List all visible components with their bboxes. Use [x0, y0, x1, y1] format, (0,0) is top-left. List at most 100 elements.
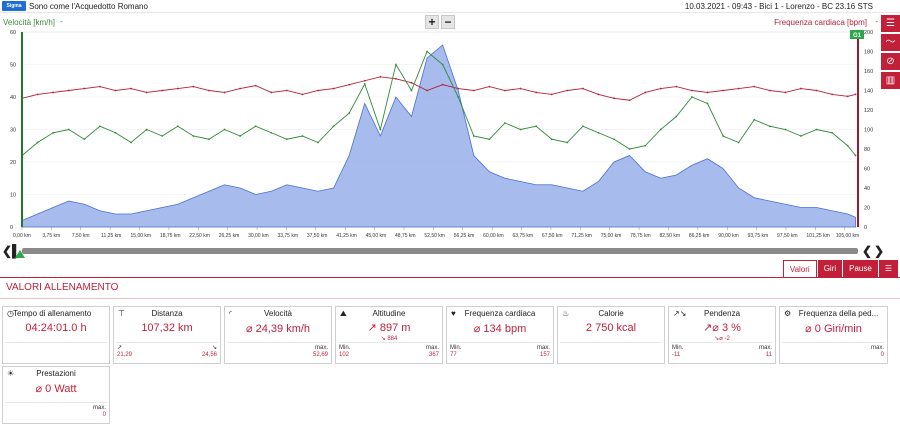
speed-point	[317, 141, 319, 144]
heart-rate-point	[784, 91, 787, 94]
heart-rate-point	[566, 89, 569, 92]
card-prestazioni: ☀ Prestazioni ⌀ 0 Watt max. 0	[2, 366, 110, 424]
card-max: max. 0	[93, 405, 106, 419]
heart-rate-point	[815, 89, 818, 92]
tab-valori[interactable]: Valori	[782, 260, 817, 277]
x-tick-label: 0,00 km	[13, 233, 31, 239]
y2-tick-label: 140	[864, 89, 873, 95]
heart-rate-point	[395, 77, 397, 80]
card-separator	[5, 402, 107, 403]
speed-point	[161, 135, 164, 137]
y-tick-label: 0	[10, 225, 13, 231]
left-axis-dropdown-icon[interactable]: -	[60, 17, 63, 26]
speed-point	[597, 131, 600, 134]
right-axis-title[interactable]: Frequenza cardiaca [bpm]	[774, 18, 867, 27]
card-calorie: ♨ Calorie 2 750 kcal	[557, 306, 665, 364]
speed-point	[363, 83, 366, 85]
mountain-icon: ⛰	[340, 309, 347, 318]
card-value: ⌀ 134 bpm	[473, 323, 527, 335]
speed-point	[348, 112, 351, 115]
x-tick-label: 78,75 km	[630, 233, 651, 239]
card-separator	[116, 342, 218, 343]
no-signal-icon[interactable]: ⊘	[881, 53, 900, 72]
heart-rate-point	[597, 93, 600, 96]
x-tick-label: 11,25 km	[101, 233, 121, 239]
x-tick-label: 105,00 km	[836, 233, 859, 239]
card-min-value: 21,29	[117, 352, 133, 358]
bar-chart-icon[interactable]: ▥	[881, 72, 900, 91]
speed-point	[659, 128, 662, 131]
speed-point	[504, 122, 506, 124]
heart-rate-point	[535, 91, 538, 94]
zoom-in-button[interactable]: +	[425, 15, 439, 29]
altitude-area	[21, 44, 856, 228]
speed-point	[36, 141, 39, 144]
right-axis-dropdown-icon[interactable]: -	[875, 17, 878, 26]
tab-giri[interactable]: Giri	[817, 260, 843, 277]
timeline-bar[interactable]: ❮ ▌ ❮ ❯	[0, 243, 900, 259]
heart-rate-point	[317, 89, 319, 92]
heart-rate-point	[239, 87, 242, 90]
heart-rate-point	[270, 91, 273, 94]
x-tick-label: 75,00 km	[601, 233, 622, 239]
timeline-position-marker[interactable]	[15, 250, 25, 258]
card-min: Min. 102	[339, 345, 350, 359]
card-max-label: max.	[758, 345, 772, 351]
tab-pause[interactable]: Pause	[843, 260, 878, 277]
card-min-value: 77	[450, 352, 457, 358]
x-tick-label: 60,00 km	[483, 233, 504, 239]
left-axis-title[interactable]: Velocità [km/h]	[3, 18, 56, 27]
heart-rate-point	[98, 85, 101, 88]
speed-point	[519, 128, 522, 131]
signpost-icon: ⊤	[118, 309, 125, 318]
speed-point	[581, 125, 584, 128]
card-max: ↘ 24,56	[202, 345, 217, 359]
timeline-next-button[interactable]: ❯	[874, 244, 885, 258]
zoom-out-button[interactable]: −	[441, 15, 455, 29]
card-max-label: max.	[92, 405, 106, 411]
speed-point	[114, 131, 117, 134]
card-min: ↗ 21,29	[117, 345, 132, 359]
speed-point	[768, 125, 771, 128]
x-tick-label: 37,50 km	[307, 233, 328, 239]
timeline-track[interactable]	[22, 248, 858, 254]
card-max: max. 11	[759, 345, 772, 359]
session-info: 10.03.2021 - 09:43 - Bici 1 - Lorenzo - …	[684, 2, 873, 11]
card-min-value: 102	[339, 352, 350, 358]
card-title: Prestazioni	[36, 369, 76, 378]
card-title: Altitudine	[372, 309, 406, 318]
card-max: max. 367	[426, 345, 439, 359]
y-tick-label: 40	[10, 95, 16, 101]
card-title: Distanza	[151, 309, 183, 318]
heart-rate-point	[83, 87, 86, 90]
heart-rate-point	[348, 83, 351, 86]
card-separator	[449, 342, 551, 343]
card-distanza: ⊤ Distanza 107,32 km ↗ 21,29 ↘ 24,56	[113, 306, 221, 364]
heart-rate-point	[363, 79, 366, 82]
list-icon[interactable]: ☰	[881, 15, 900, 34]
line-chart-icon[interactable]: 〜	[881, 34, 900, 53]
speed-point	[691, 96, 693, 98]
x-tick-label: 71,25 km	[571, 233, 592, 239]
timeline-prev-button[interactable]: ❮	[2, 244, 13, 258]
card-pendenza: ↗↘ Pendenza ↗⌀ 3 % ↘⌀ -2 Min. -11 max. 11	[668, 306, 776, 364]
y-tick-label: 30	[10, 128, 16, 134]
pedal-icon: ⚙	[784, 309, 792, 318]
training-chart[interactable]: 0 10 20 30 40 50 60 0 20 40 60 80 100 120 140 160 180 200…	[0, 28, 880, 242]
card-sub-value: ↘ 884	[380, 336, 398, 342]
y-tick-label: 10	[10, 193, 16, 199]
heart-rate-point	[581, 87, 584, 90]
speed-point	[98, 125, 101, 128]
card-title: Pendenza	[703, 309, 741, 318]
speed-point	[784, 128, 787, 131]
card-max-value: 11	[765, 352, 772, 358]
card-title: Frequenza della ped...	[798, 309, 879, 318]
timeline-back-button[interactable]: ❮	[862, 244, 873, 258]
y2-tick-label: 80	[864, 147, 870, 153]
card-max: max. 157	[537, 345, 550, 359]
speedometer-icon: ◜	[229, 309, 233, 318]
heart-icon: ♥	[451, 309, 456, 318]
x-tick-label: 3,75 km	[42, 233, 60, 239]
tab-menu[interactable]: ☰	[878, 260, 898, 277]
